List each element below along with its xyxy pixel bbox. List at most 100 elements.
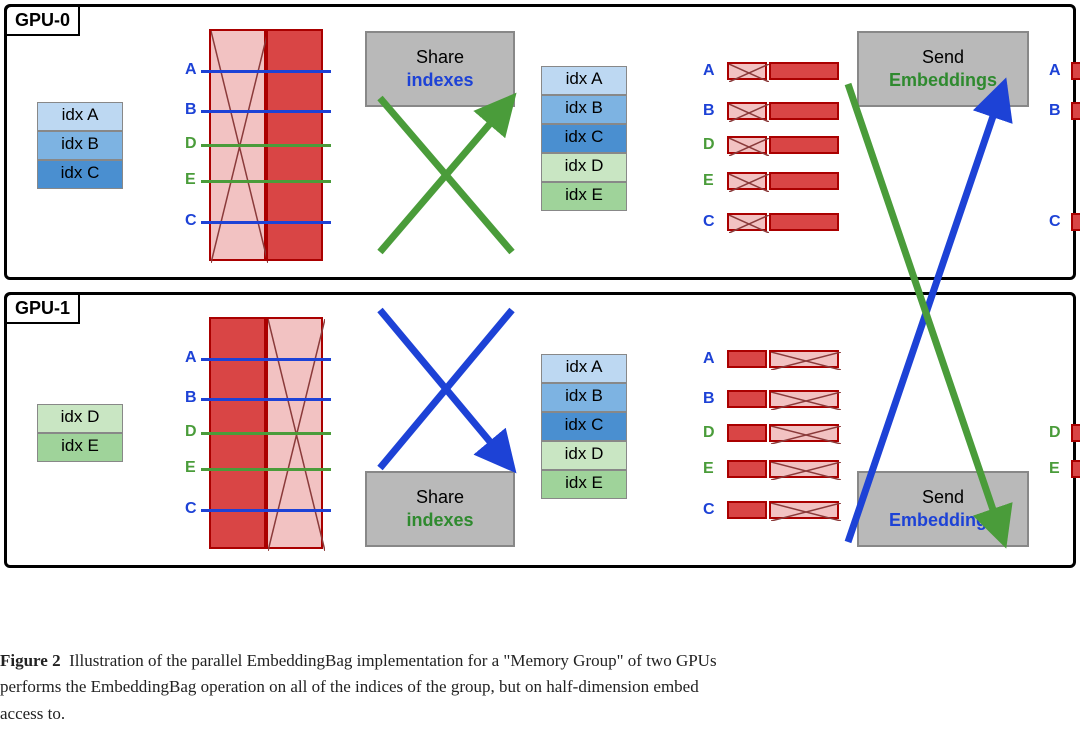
share-title: Share [367,486,513,509]
idx-cell: idx E [541,182,627,211]
memory-row-line [201,221,331,224]
bar-label: C [703,501,715,519]
bar-row [727,102,839,120]
idx-cell: idx B [37,131,123,160]
bar-label: E [703,460,714,478]
gpu-label: GPU-0 [5,5,80,36]
send-sub: Embeddings [859,69,1027,92]
send-sub: Embeddings [859,509,1027,532]
idx-cell: idx E [37,433,123,462]
bar-label: B [703,102,715,120]
bar-row [727,390,839,408]
bar-hatch [727,213,767,231]
idx-cell: idx A [37,102,123,131]
share-sub: indexes [367,509,513,532]
idx-cell: idx D [541,153,627,182]
row-label: E [185,171,196,189]
figure-caption: Figure 2 Illustration of the parallel Em… [0,648,1080,727]
row-label: B [185,101,197,119]
idx-cell: idx B [541,383,627,412]
bar-solid [727,350,767,368]
bar-solid [727,390,767,408]
bar-row [727,424,839,442]
bar-label: D [703,424,715,442]
bar-label: E [703,172,714,190]
figure-stage: GPU-0idx Aidx Bidx CABDECShareindexesidx… [0,0,1080,744]
right-bar-label: E [1049,460,1060,478]
idx-cell: idx C [37,160,123,189]
share-box: Shareindexes [365,471,515,547]
bar-hatch [769,350,839,368]
send-title: Send [859,46,1027,69]
gpu-label: GPU-1 [5,293,80,324]
right-bar [1071,460,1080,478]
row-label: D [185,423,197,441]
memory-row-line [201,432,331,435]
bar-solid [727,460,767,478]
bar-hatch [769,424,839,442]
bar-solid [769,213,839,231]
share-box: Shareindexes [365,31,515,107]
row-label: D [185,135,197,153]
idx-cell: idx D [541,441,627,470]
bar-row [727,172,839,190]
bar-label: A [703,62,715,80]
idx-cell: idx D [37,404,123,433]
row-label: A [185,349,197,367]
bar-hatch [727,62,767,80]
bar-label: D [703,136,715,154]
bar-hatch [727,172,767,190]
bar-solid [769,62,839,80]
idx-cell: idx C [541,412,627,441]
row-label: C [185,500,197,518]
all-idx-col: idx Aidx Bidx Cidx Didx E [541,354,627,499]
bar-row [727,460,839,478]
bar-row [727,136,839,154]
memory-row-line [201,144,331,147]
memory-row-line [201,358,331,361]
bar-solid [769,136,839,154]
gpu-panel-1: GPU-1idx Didx EABDECShareindexesidx Aidx… [4,292,1076,568]
bar-hatch [769,390,839,408]
all-idx-col: idx Aidx Bidx Cidx Didx E [541,66,627,211]
memory-row-line [201,70,331,73]
memory-row-line [201,180,331,183]
send-box: SendEmbeddings [857,471,1029,547]
bar-row [727,501,839,519]
right-bar-label: D [1049,424,1061,442]
idx-cell: idx A [541,66,627,95]
send-box: SendEmbeddings [857,31,1029,107]
bar-solid [769,102,839,120]
right-bar-label: A [1049,62,1061,80]
right-bar-label: C [1049,213,1061,231]
bar-hatch [727,136,767,154]
bar-row [727,62,839,80]
bar-label: B [703,390,715,408]
memory-row-line [201,468,331,471]
right-bar [1071,424,1080,442]
bar-solid [769,172,839,190]
bar-hatch [769,460,839,478]
row-label: C [185,212,197,230]
idx-cell: idx C [541,124,627,153]
gpu-panel-0: GPU-0idx Aidx Bidx CABDECShareindexesidx… [4,4,1076,280]
bar-label: A [703,350,715,368]
right-bar-label: B [1049,102,1061,120]
bar-solid [727,501,767,519]
send-title: Send [859,486,1027,509]
idx-cell: idx E [541,470,627,499]
memory-row-line [201,398,331,401]
idx-cell: idx B [541,95,627,124]
bar-row [727,213,839,231]
local-idx-col: idx Didx E [37,404,123,462]
right-bar [1071,213,1080,231]
row-label: B [185,389,197,407]
idx-cell: idx A [541,354,627,383]
figure-label: Figure 2 [0,651,61,670]
bar-row [727,350,839,368]
bar-hatch [727,102,767,120]
bar-hatch [769,501,839,519]
row-label: A [185,61,197,79]
share-sub: indexes [367,69,513,92]
share-title: Share [367,46,513,69]
